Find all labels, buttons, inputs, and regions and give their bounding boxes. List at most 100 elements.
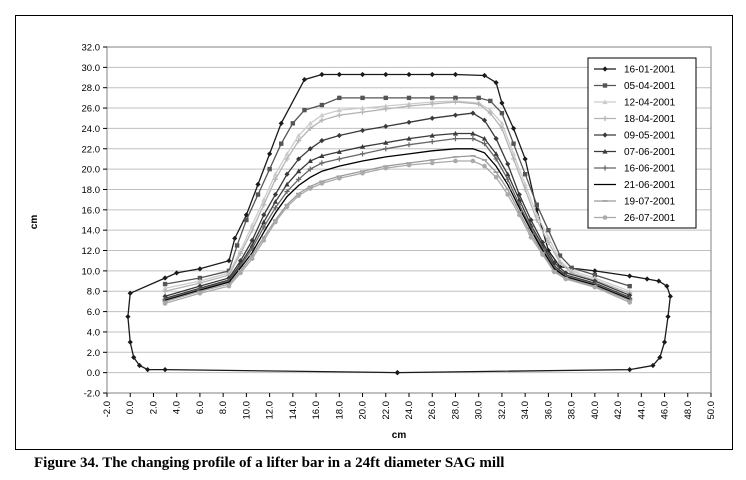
data-point [487,110,493,116]
data-point [284,171,290,177]
x-tick-label: 40.0 [590,401,601,420]
data-point [470,158,476,164]
y-tick-label: 10.0 [82,266,101,277]
data-point [505,171,511,177]
data-point [528,235,534,240]
data-point [307,146,313,152]
data-point [470,110,476,116]
legend-marker [602,83,608,88]
data-point [383,140,389,145]
data-point [237,258,244,264]
legend-item: 19-07-2001 [594,197,676,208]
y-tick-label: 0.0 [87,368,100,379]
data-point [359,109,366,115]
x-tick-label: 34.0 [520,401,531,420]
data-point [307,186,313,191]
data-point [319,138,325,144]
series-line [164,155,630,303]
data-point [296,168,302,174]
x-axis-title: cm [392,430,407,441]
data-point [127,290,133,296]
legend-marker [602,66,608,72]
x-tick-label: 14.0 [288,401,299,420]
data-point [319,112,325,118]
legend-label: 16-01-2001 [624,65,676,76]
data-point [162,288,168,294]
data-point [336,107,342,113]
x-tick-label: 4.0 [172,401,183,414]
data-point [482,163,487,169]
data-point [307,125,313,132]
data-point [488,98,493,104]
legend-marker [602,132,608,138]
x-tick-label: 28.0 [450,401,461,420]
data-point [406,95,412,101]
data-point [337,95,342,101]
legend-item: 07-06-2001 [594,147,676,158]
line-chart: -2.0 0.0 2.0 4.0 6.0 8.0 10.0 12.0 14.0 16.0 18.0 2… [29,43,717,442]
data-point [592,284,598,290]
y-tick-label: 14.0 [82,226,101,237]
data-point [499,120,505,126]
data-point [336,71,342,78]
data-point [470,135,476,142]
legend-label: 09-05-2001 [624,131,676,142]
data-point [238,270,243,276]
data-point [301,76,308,83]
data-point [226,283,232,289]
data-point [481,135,488,141]
data-point [319,102,325,108]
data-point [406,142,412,148]
y-tick-label: 18.0 [82,185,101,196]
legend-marker [602,215,608,220]
x-tick-label: 42.0 [613,401,624,420]
data-point [162,281,168,287]
data-point [627,366,633,373]
chart-frame [15,15,733,450]
data-point [394,370,400,376]
data-point [627,273,633,279]
data-point [359,127,366,134]
x-tick-label: 36.0 [543,401,554,420]
data-point [505,192,511,197]
data-point [383,103,389,109]
legend-label: 19-07-2001 [624,197,676,208]
legend-label: 12-04-2001 [624,98,676,109]
data-point [429,132,435,138]
data-point [430,95,435,101]
data-point [510,156,517,162]
data-point [499,125,505,132]
data-point [664,283,670,289]
data-point [249,227,255,233]
data-point [127,339,133,345]
data-point [296,176,302,182]
data-point [656,278,662,284]
data-point [131,354,137,360]
data-point [510,125,517,132]
data-point [665,314,671,320]
y-axis-title: cm [29,215,40,230]
legend-label: 07-06-2001 [624,147,676,158]
data-point [661,339,668,345]
legend-item: 18-04-2001 [594,114,676,125]
data-point [296,132,302,138]
x-tick-label: 0.0 [125,401,136,414]
legend: 16-01-2001 05-04-2001 12-04-2001 18-04-2001… [587,57,697,229]
y-tick-label: 8.0 [87,287,100,298]
data-point [452,99,459,105]
x-tick-label: 2.0 [148,401,159,414]
data-point [319,71,325,78]
legend-item: 12-04-2001 [594,98,676,109]
legend-item: 16-01-2001 [594,65,676,76]
x-tick-label: 44.0 [636,401,647,420]
series-line [164,100,630,292]
data-point [453,158,458,164]
data-point [296,138,302,144]
legend-item: 09-05-2001 [594,131,676,142]
data-point [162,366,168,373]
x-tick-label: 32.0 [497,401,508,420]
data-point [359,151,366,157]
series-19-07-2001 [162,155,633,303]
data-point [627,283,632,289]
data-point [453,95,458,101]
